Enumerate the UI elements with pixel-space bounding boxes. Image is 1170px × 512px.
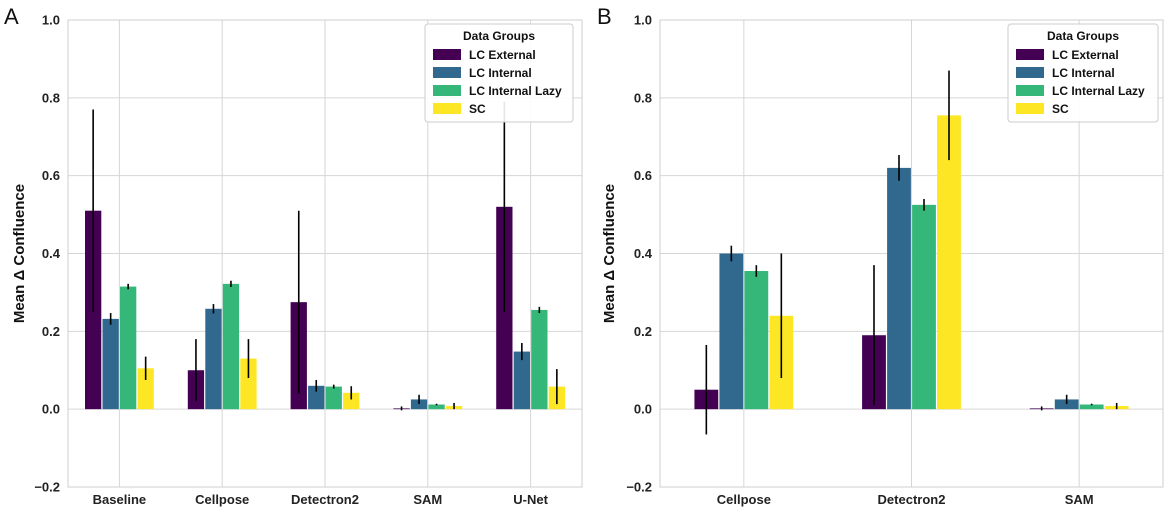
- legend-swatch-lc-internal-lazy: [433, 85, 461, 96]
- legend-swatch-lc-external: [433, 49, 461, 60]
- bar-sc-cellpose: [240, 358, 257, 410]
- legend-swatch-lc-internal-lazy: [1016, 85, 1044, 96]
- legend: Data Groups LC External LC Internal LC Inte…: [424, 23, 574, 123]
- y-tick-label: −0.2: [34, 480, 60, 495]
- legend-label-lc-external: LC External: [469, 48, 536, 62]
- y-tick-label: 1.0: [634, 13, 652, 28]
- legend-label-sc: SC: [1052, 102, 1069, 116]
- x-tick-label-cellpose: Cellpose: [717, 492, 771, 507]
- y-tick-label: 0.8: [634, 90, 652, 105]
- y-tick-label: 0.0: [42, 402, 60, 417]
- y-tick-label: −0.2: [626, 480, 652, 495]
- x-tick-label-sam: SAM: [413, 492, 442, 507]
- bar-lc-internal-lazy-cellpose: [222, 283, 240, 410]
- legend-box: [424, 23, 574, 123]
- panel-label-b: B: [597, 4, 612, 29]
- bar-lc-internal-sam: [1054, 399, 1079, 410]
- bar-lc-internal-detectron2: [308, 385, 325, 410]
- bar-sc-detectron2: [343, 392, 360, 410]
- bar-lc-internal-lazy-sam: [1079, 404, 1104, 410]
- bar-lc-internal-u-net: [513, 351, 530, 410]
- chart-panel-a: −0.2 0.0 0.2 0.4 0.6 0.8 1.0 Baseline Cellpose De…: [11, 13, 583, 507]
- bar-lc-internal-lazy-cellpose: [744, 271, 769, 410]
- legend-label-lc-internal: LC Internal: [469, 66, 532, 80]
- chart-panel-b: −0.2 0.0 0.2 0.4 0.6 0.8 1.0 Cellpose Detectron2…: [601, 13, 1164, 507]
- y-tick-label: 0.2: [42, 324, 60, 339]
- y-tick-label: 0.0: [634, 402, 652, 417]
- legend-swatch-lc-external: [1016, 49, 1044, 60]
- y-tick-label: 1.0: [42, 13, 60, 28]
- bar-lc-internal-cellpose: [719, 253, 744, 410]
- legend-label-lc-external: LC External: [1052, 48, 1119, 62]
- y-tick-label: 0.4: [42, 246, 61, 261]
- legend-label-lc-internal-lazy: LC Internal Lazy: [469, 84, 562, 98]
- bar-sc-detectron2: [937, 115, 961, 410]
- y-tick-label: 0.4: [634, 246, 653, 261]
- bar-lc-internal-lazy-detectron2: [912, 204, 936, 410]
- x-tick-label-u-net: U-Net: [513, 492, 548, 507]
- legend-box: [1007, 23, 1159, 123]
- y-tick-label: 0.6: [634, 168, 652, 183]
- axes-frame: [659, 19, 1164, 488]
- legend-title: Data Groups: [463, 29, 535, 43]
- legend-swatch-sc: [433, 103, 461, 114]
- legend-swatch-lc-internal: [1016, 67, 1044, 78]
- x-tick-label-detectron2: Detectron2: [878, 492, 946, 507]
- legend-swatch-sc: [1016, 103, 1044, 114]
- x-tick-label-sam: SAM: [1065, 492, 1094, 507]
- legend-swatch-lc-internal: [433, 67, 461, 78]
- axes-frame: [67, 19, 583, 488]
- bar-lc-internal-lazy-u-net: [531, 309, 548, 410]
- bar-lc-internal-lazy-sam: [428, 404, 445, 410]
- y-axis-label: Mean Δ Confluence: [11, 184, 28, 323]
- legend-label-lc-internal-lazy: LC Internal Lazy: [1052, 84, 1145, 98]
- panel-label-a: A: [4, 4, 19, 29]
- legend: Data Groups LC External LC Internal LC Inte…: [1007, 23, 1159, 123]
- legend-title: Data Groups: [1047, 29, 1119, 43]
- y-axis-label: Mean Δ Confluence: [601, 184, 618, 323]
- bar-lc-internal-lazy-baseline: [120, 286, 137, 410]
- bar-lc-internal-baseline: [102, 318, 119, 410]
- y-tick-label: 0.2: [634, 324, 652, 339]
- bar-lc-internal-detectron2: [887, 167, 911, 410]
- bar-lc-internal-cellpose: [205, 308, 222, 410]
- bar-lc-internal-sam: [410, 399, 428, 410]
- x-tick-label-cellpose: Cellpose: [195, 492, 249, 507]
- legend-label-lc-internal: LC Internal: [1052, 66, 1115, 80]
- x-tick-label-detectron2: Detectron2: [291, 492, 359, 507]
- x-tick-label-baseline: Baseline: [93, 492, 146, 507]
- bar-lc-internal-lazy-detectron2: [325, 386, 342, 410]
- legend-label-sc: SC: [469, 102, 486, 116]
- y-tick-label: 0.6: [42, 168, 60, 183]
- y-tick-label: 0.8: [42, 90, 60, 105]
- bar-sc-baseline: [137, 368, 154, 410]
